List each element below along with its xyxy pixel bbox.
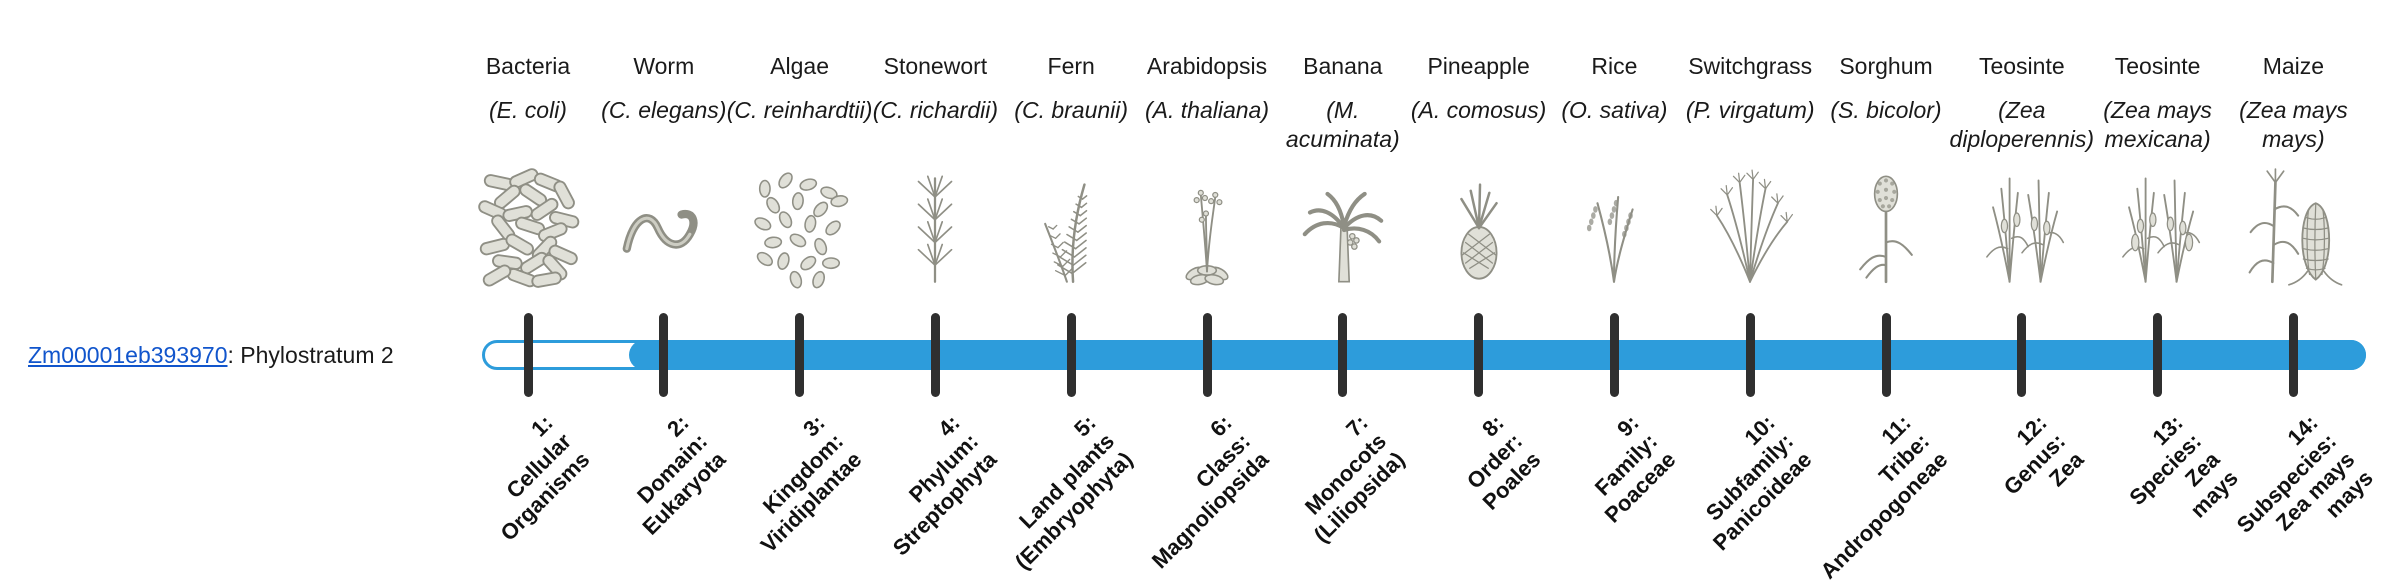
fern-icon: [996, 164, 1146, 290]
gene-phylostratum-text: : Phylostratum 2: [227, 342, 394, 368]
organism-common-name: Sorghum: [1839, 53, 1933, 79]
phylostratum-tick: [1745, 313, 1755, 397]
algae-icon: [725, 164, 875, 290]
organism-common-name: Teosinte: [1978, 53, 2065, 79]
organism-common-name: Banana: [1303, 53, 1383, 79]
phylostratum-tick: [2017, 313, 2027, 397]
organism-scientific-name: (E. coli): [489, 97, 567, 123]
organism-scientific-name: (S. bicolor): [1830, 97, 1942, 123]
gene-link[interactable]: Zm00001eb393970: [28, 342, 228, 368]
arabidopsis-icon: [1132, 164, 1282, 290]
organism-common-name: Teosinte: [2114, 53, 2201, 79]
phylostratum-tick: [1474, 313, 1484, 397]
gene-label: Zm00001eb393970: Phylostratum 2: [28, 342, 394, 369]
organism-common-name: Algae: [770, 53, 829, 79]
phylostratum-tick: [1202, 313, 1212, 397]
phylostratum-tick: [795, 313, 805, 397]
phylostratum-tick: [1609, 313, 1619, 397]
organism-common-name: Fern: [1047, 53, 1095, 79]
phylostratum-tick: [523, 313, 533, 397]
organism-common-name: Arabidopsis: [1146, 53, 1268, 79]
phylostratum-tick: [1881, 313, 1891, 397]
organism-common-name: Stonewort: [883, 53, 988, 79]
organism-scientific-name: (A. comosus): [1410, 97, 1547, 123]
phylostratum-tick: [1066, 313, 1076, 397]
organism-scientific-name: (P. virgatum): [1685, 97, 1815, 123]
switchgrass-icon: [1675, 164, 1825, 290]
organism-scientific-name: (Zea diploperennis): [1949, 97, 2095, 152]
teosinte-mexicana-icon: [2083, 164, 2233, 290]
teosinte-icon: [1947, 164, 2097, 290]
worm-icon: [589, 164, 739, 290]
organism-common-name: Maize: [2262, 53, 2325, 79]
phylostratum-tick: [659, 313, 669, 397]
organism-common-name: Bacteria: [485, 53, 571, 79]
phylostratum-bar-filled: [629, 340, 2366, 370]
organism-common-name: Switchgrass: [1688, 53, 1813, 79]
phylostratum-tick: [2288, 313, 2298, 397]
organism-scientific-name: (M. acuminata): [1285, 97, 1400, 152]
phylostratum-tick: [930, 313, 940, 397]
stonewort-icon: [860, 164, 1010, 290]
phylostratum-tick: [1338, 313, 1348, 397]
organism-scientific-name: (Zea mays mays): [2239, 97, 2348, 152]
organism-scientific-name: (C. elegans): [601, 97, 727, 123]
organism-scientific-name: (C. braunii): [1014, 97, 1129, 123]
organism-scientific-name: (A. thaliana): [1144, 97, 1269, 123]
organism-scientific-name: (C. richardii): [872, 97, 998, 123]
organism-common-name: Worm: [633, 53, 695, 79]
maize-icon: [2218, 164, 2368, 290]
organism-scientific-name: (Zea mays mexicana): [2103, 97, 2212, 152]
sorghum-icon: [1811, 164, 1961, 290]
banana-icon: [1268, 164, 1418, 290]
organism-scientific-name: (C. reinhardtii): [726, 97, 873, 123]
bacteria-icon: [453, 164, 603, 290]
organism-scientific-name: (O. sativa): [1561, 97, 1668, 123]
organism-common-name: Pineapple: [1427, 53, 1530, 79]
phylostratum-tick: [2153, 313, 2163, 397]
organism-common-name: Rice: [1591, 53, 1638, 79]
rice-icon: [1539, 164, 1689, 290]
pineapple-icon: [1404, 164, 1554, 290]
